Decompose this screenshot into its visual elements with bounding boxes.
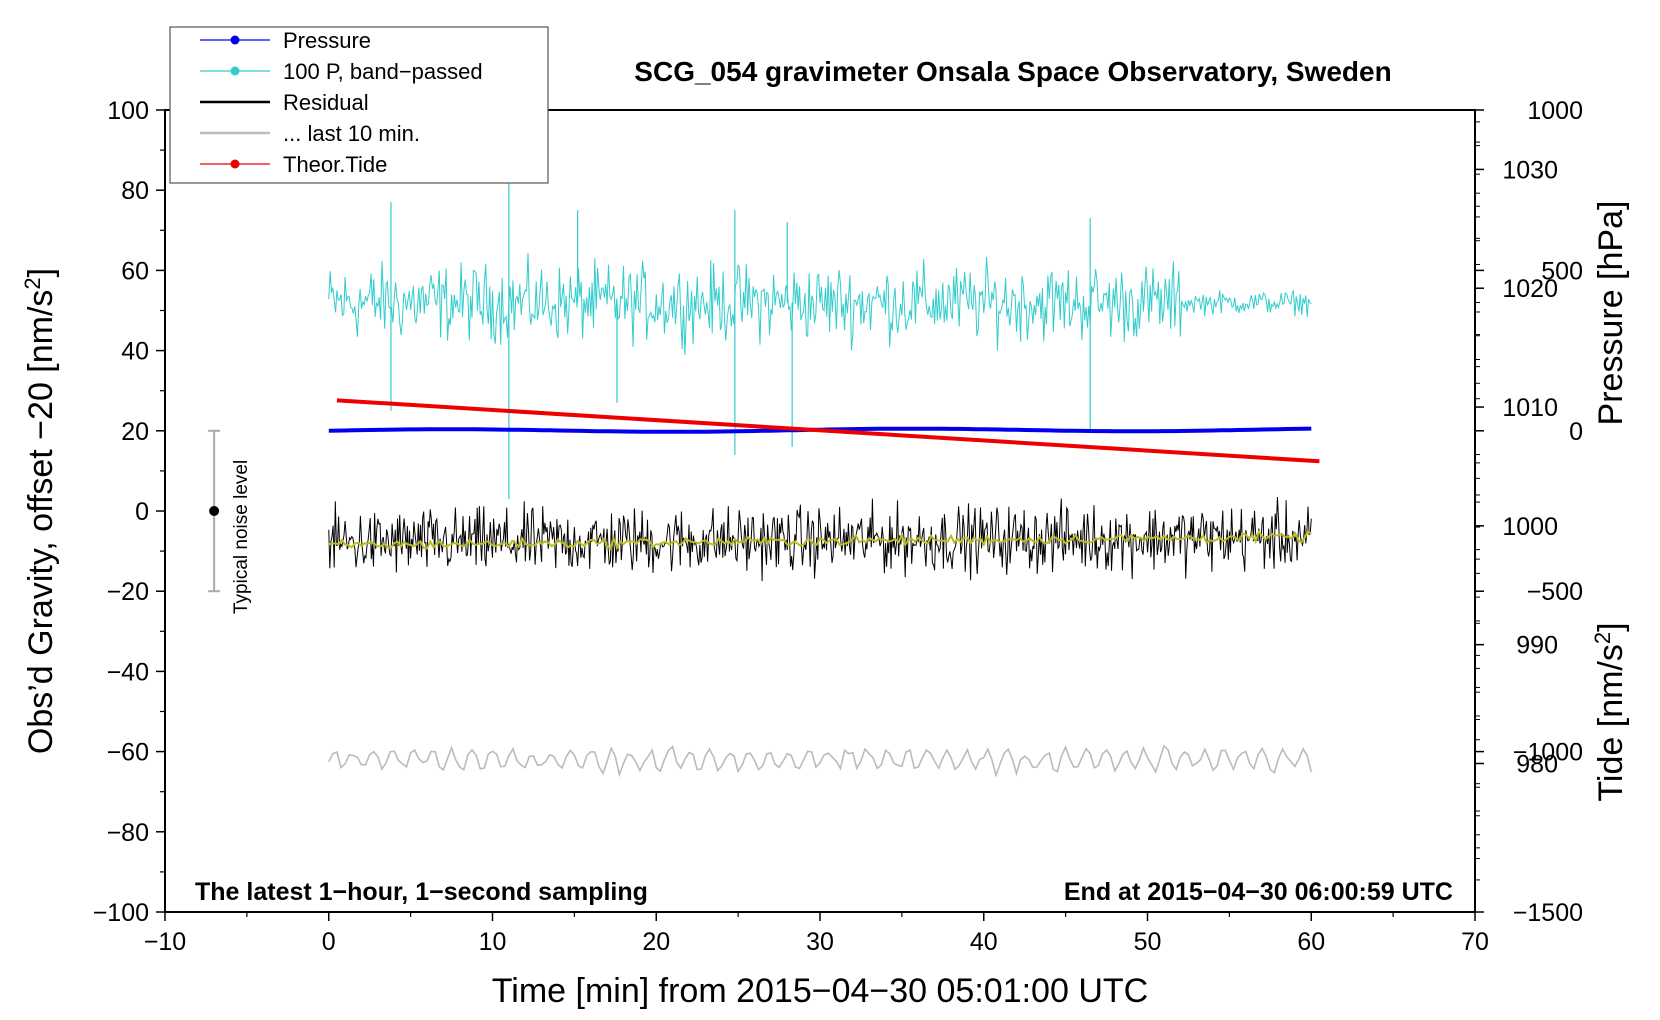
tide-tick-label: 500 — [1541, 257, 1583, 285]
pressure-tick-label: 980 — [1516, 750, 1558, 778]
noise-label: Typical noise level — [231, 460, 252, 614]
y-axis-pressure: 980 990 1000 1010 1020 1030 — [1475, 121, 1558, 860]
x-tick-label: 20 — [642, 928, 670, 956]
y-axis-title-end: ] — [22, 268, 60, 277]
tide-tick-label: −500 — [1527, 578, 1583, 606]
y-axis-title-main: Obs’d Gravity, offset −20 [nm/s — [22, 290, 60, 755]
x-tick-label: 30 — [806, 928, 834, 956]
legend-label: 100 P, band−passed — [283, 59, 483, 84]
noise-bar-center — [209, 506, 220, 516]
legend: Pressure 100 P, band−passed Residual ... la… — [169, 26, 549, 184]
x-tick-label: 50 — [1134, 928, 1162, 956]
chart-title: SCG_054 gravimeter Onsala Space Observat… — [634, 56, 1391, 87]
y-axis-title: Obs’d Gravity, offset −20 [nm/s2] — [20, 268, 60, 754]
pressure-tick-label: 990 — [1516, 632, 1558, 660]
series-bandpassed-pressure — [328, 252, 1312, 355]
legend-label: Residual — [283, 90, 369, 115]
tide-tick-label: −1000 — [1513, 739, 1583, 767]
legend-label: Pressure — [283, 28, 371, 53]
tide-axis-title-end: ] — [1592, 622, 1630, 631]
y-tick-label: −20 — [107, 578, 149, 606]
y-tick-label: 80 — [121, 177, 149, 205]
tide-axis-title-sup: 2 — [1590, 632, 1615, 644]
x-tick-label: 0 — [322, 928, 336, 956]
tide-axis-title: Tide [nm/s2] — [1590, 622, 1630, 801]
y-tick-label: −80 — [107, 819, 149, 847]
tide-tick-label: 0 — [1569, 418, 1583, 446]
pressure-axis-title: Pressure [hPa] — [1592, 201, 1630, 426]
y-tick-label: −40 — [107, 658, 149, 686]
y-axis-tide: −1500 −1000 −500 0 500 1000 — [1475, 97, 1583, 927]
y-tick-label: 100 — [107, 97, 149, 125]
legend-marker — [230, 159, 240, 169]
series-residual-smoothed — [328, 529, 1312, 551]
noise-bar — [208, 429, 221, 593]
legend-marker — [230, 66, 240, 76]
legend-label: ... last 10 min. — [283, 121, 420, 146]
x-tick-label: −10 — [144, 928, 186, 956]
legend-marker — [230, 35, 240, 45]
x-tick-label: 40 — [970, 928, 998, 956]
note-right: End at 2015−04−30 06:00:59 UTC — [1064, 878, 1453, 906]
legend-label: Theor.Tide — [283, 152, 387, 177]
series-last-10-min — [328, 744, 1313, 778]
y-tick-label: 20 — [121, 418, 149, 446]
x-tick-label: 70 — [1461, 928, 1489, 956]
note-left: The latest 1−hour, 1−second sampling — [195, 878, 648, 906]
tide-axis-title-main: Tide [nm/s — [1592, 644, 1630, 801]
series-residual — [328, 496, 1312, 582]
pressure-tick-label: 1010 — [1502, 394, 1558, 422]
pressure-tick-label: 1030 — [1502, 156, 1558, 184]
x-axis: −10 0 10 20 30 40 50 60 70 — [144, 912, 1489, 956]
pressure-tick-label: 1000 — [1502, 513, 1558, 541]
tide-tick-label: 1000 — [1527, 97, 1583, 125]
y-tick-label: −60 — [107, 739, 149, 767]
x-axis-title: Time [min] from 2015−04−30 05:01:00 UTC — [492, 972, 1148, 1010]
y-tick-label: −100 — [93, 899, 149, 927]
series-layer — [328, 170, 1320, 778]
legend-box — [169, 26, 549, 184]
tide-tick-label: −1500 — [1513, 899, 1583, 927]
x-tick-label: 60 — [1297, 928, 1325, 956]
y-tick-label: 40 — [121, 338, 149, 366]
y-tick-label: 0 — [135, 498, 149, 526]
pressure-tick-label: 1020 — [1502, 275, 1558, 303]
x-tick-label: 10 — [479, 928, 507, 956]
y-axis-gravity: −100 −80 −60 −40 −20 0 20 40 60 80 100 — [93, 97, 165, 927]
y-tick-label: 60 — [121, 257, 149, 285]
series-theor-tide — [336, 398, 1320, 464]
y-axis-title-sup: 2 — [20, 277, 45, 289]
